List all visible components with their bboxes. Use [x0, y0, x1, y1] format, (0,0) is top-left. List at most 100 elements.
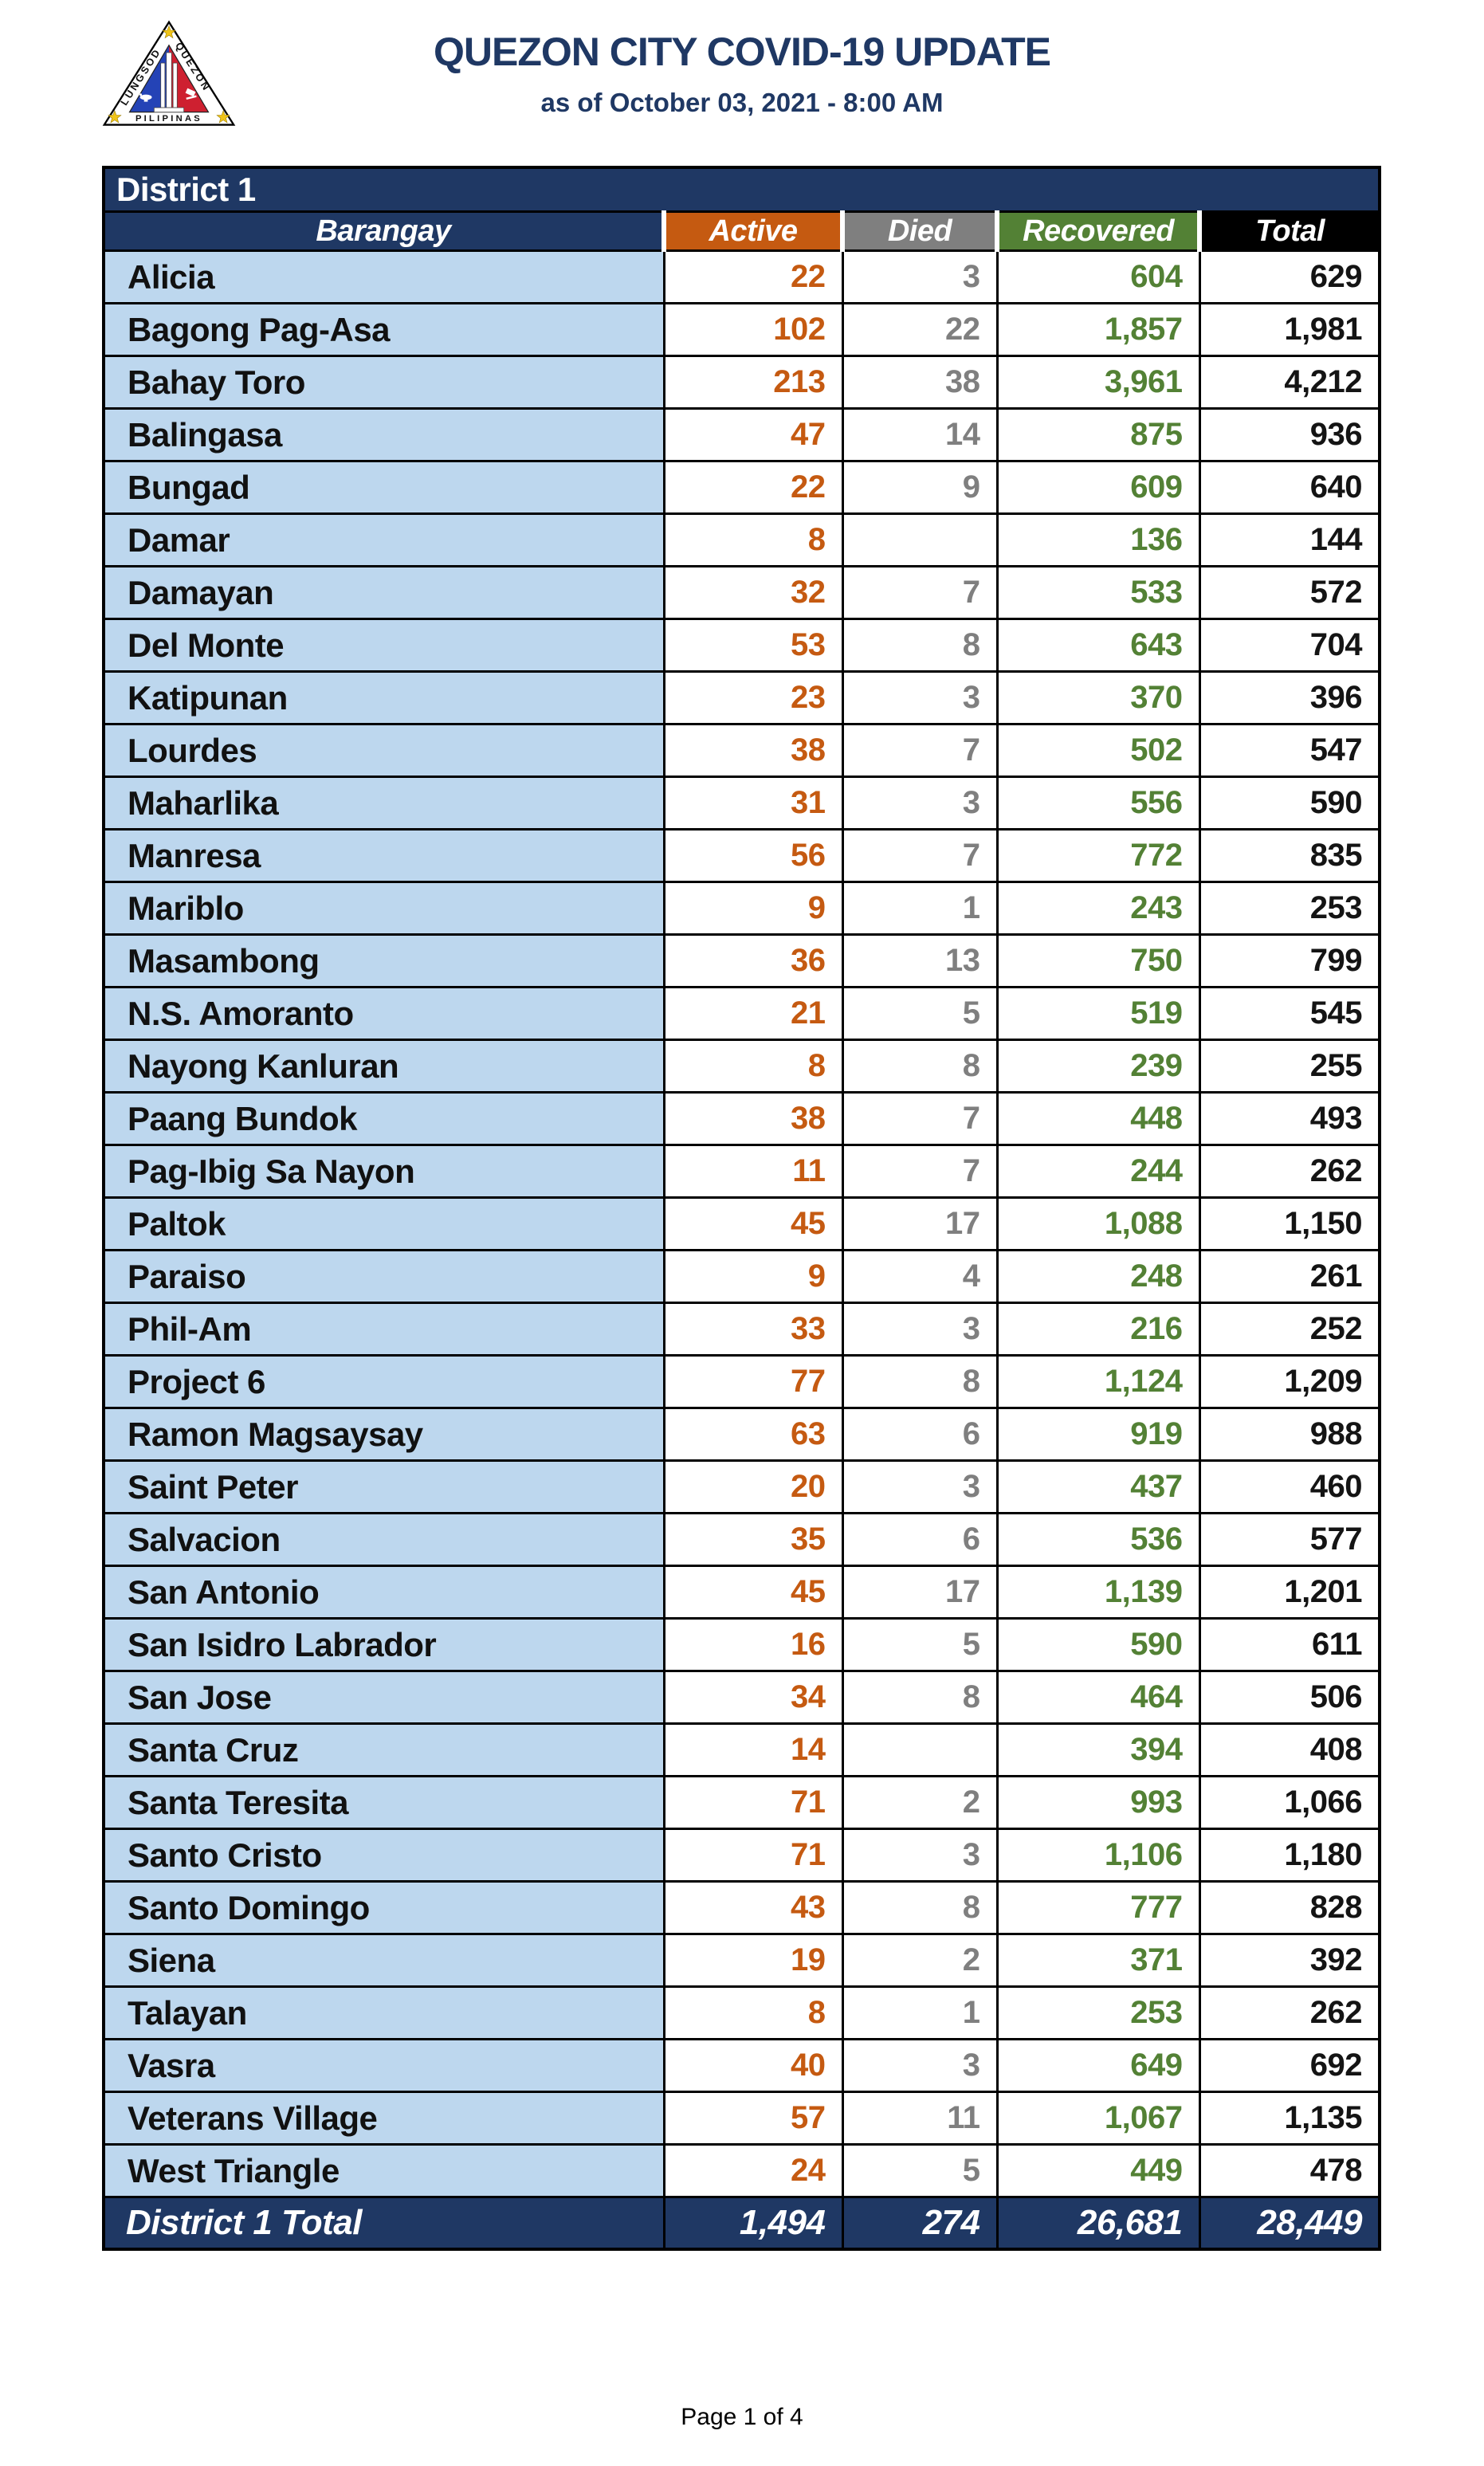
recovered-count-cell: 1,106	[995, 1828, 1201, 1883]
total-count-cell: 611	[1198, 1617, 1381, 1672]
total-count-cell: 262	[1198, 1144, 1381, 1199]
table-row: San Antonio 45 17 1,139 1,201	[102, 1565, 1381, 1620]
total-count-cell: 577	[1198, 1512, 1381, 1567]
died-count-cell: 17	[841, 1565, 999, 1620]
total-count-cell: 936	[1198, 407, 1381, 462]
died-count-cell: 8	[841, 1039, 999, 1094]
barangay-name-cell: Project 6	[102, 1354, 665, 1409]
died-count-cell: 3	[841, 249, 999, 304]
active-count-cell: 45	[662, 1196, 844, 1251]
total-count-cell: 493	[1198, 1091, 1381, 1146]
barangay-name-cell: Damar	[102, 512, 665, 567]
barangay-name-cell: Bungad	[102, 460, 665, 515]
total-count-cell: 799	[1198, 933, 1381, 988]
recovered-count-cell: 394	[995, 1722, 1201, 1777]
died-count-cell: 22	[841, 302, 999, 357]
active-count-cell: 9	[662, 1249, 844, 1304]
barangay-name-cell: N.S. Amoranto	[102, 986, 665, 1041]
recovered-count-cell: 239	[995, 1039, 1201, 1094]
barangay-name-cell: Nayong Kanluran	[102, 1039, 665, 1094]
total-count-cell: 828	[1198, 1880, 1381, 1935]
table-row: Santo Domingo 43 8 777 828	[102, 1880, 1381, 1935]
active-count-cell: 8	[662, 512, 844, 567]
active-count-cell: 45	[662, 1565, 844, 1620]
died-count-cell: 3	[841, 1828, 999, 1883]
died-count-cell: 11	[841, 2091, 999, 2146]
recovered-count-cell: 253	[995, 1985, 1201, 2040]
seal-stars	[108, 25, 230, 124]
quezon-city-seal-logo: LUNGSOD QUEZON PILIPINAS	[102, 20, 236, 126]
table-row: Ramon Magsaysay 63 6 919 988	[102, 1407, 1381, 1462]
recovered-count-cell: 536	[995, 1512, 1201, 1567]
total-count-cell: 640	[1198, 460, 1381, 515]
table-row: Lourdes 38 7 502 547	[102, 723, 1381, 778]
table-row: Salvacion 35 6 536 577	[102, 1512, 1381, 1567]
total-count-cell: 590	[1198, 776, 1381, 831]
active-count-cell: 38	[662, 1091, 844, 1146]
active-count-cell: 40	[662, 2038, 844, 2093]
total-count-cell: 1,150	[1198, 1196, 1381, 1251]
column-header-active: Active	[662, 210, 842, 252]
died-count-cell	[841, 1722, 999, 1777]
table-row: Del Monte 53 8 643 704	[102, 618, 1381, 673]
table-row: San Jose 34 8 464 506	[102, 1670, 1381, 1725]
active-count-cell: 33	[662, 1302, 844, 1357]
table-row: Damar 8 136 144	[102, 512, 1381, 567]
table-row: Masambong 36 13 750 799	[102, 933, 1381, 988]
active-count-cell: 35	[662, 1512, 844, 1567]
recovered-count-cell: 1,857	[995, 302, 1201, 357]
total-count-cell: 1,135	[1198, 2091, 1381, 2146]
recovered-count-cell: 464	[995, 1670, 1201, 1725]
died-count-cell: 38	[841, 355, 999, 410]
total-count-cell: 4,212	[1198, 355, 1381, 410]
table-row: Project 6 77 8 1,124 1,209	[102, 1354, 1381, 1409]
barangay-name-cell: Alicia	[102, 249, 665, 304]
recovered-count-cell: 1,124	[995, 1354, 1201, 1409]
active-count-cell: 34	[662, 1670, 844, 1725]
total-row-recovered: 26,681	[995, 2196, 1201, 2251]
seal-blue-half	[129, 45, 169, 112]
died-count-cell	[841, 512, 999, 567]
died-count-cell: 3	[841, 2038, 999, 2093]
recovered-count-cell: 919	[995, 1407, 1201, 1462]
total-count-cell: 572	[1198, 565, 1381, 620]
died-count-cell: 7	[841, 1091, 999, 1146]
active-count-cell: 63	[662, 1407, 844, 1462]
barangay-name-cell: Maharlika	[102, 776, 665, 831]
active-count-cell: 11	[662, 1144, 844, 1199]
table-row: Pag-Ibig Sa Nayon 11 7 244 262	[102, 1144, 1381, 1199]
died-count-cell: 17	[841, 1196, 999, 1251]
died-count-cell: 3	[841, 1459, 999, 1514]
active-count-cell: 20	[662, 1459, 844, 1514]
table-row: Balingasa 47 14 875 936	[102, 407, 1381, 462]
barangay-name-cell: Vasra	[102, 2038, 665, 2093]
active-count-cell: 22	[662, 249, 844, 304]
seal-text-pilipinas: PILIPINAS	[135, 114, 202, 124]
page-number: Page 1 of 4	[681, 2404, 803, 2430]
barangay-name-cell: Ramon Magsaysay	[102, 1407, 665, 1462]
died-count-cell: 4	[841, 1249, 999, 1304]
barangay-name-cell: Pag-Ibig Sa Nayon	[102, 1144, 665, 1199]
total-row-active: 1,494	[662, 2196, 844, 2251]
recovered-count-cell: 448	[995, 1091, 1201, 1146]
barangay-name-cell: Siena	[102, 1933, 665, 1988]
total-count-cell: 1,201	[1198, 1565, 1381, 1620]
active-count-cell: 8	[662, 1985, 844, 2040]
table-row: Paltok 45 17 1,088 1,150	[102, 1196, 1381, 1251]
barangay-name-cell: Paltok	[102, 1196, 665, 1251]
covid-table-container: District 1 Barangay Active Died Recovere…	[102, 166, 1381, 2251]
active-count-cell: 47	[662, 407, 844, 462]
died-count-cell: 14	[841, 407, 999, 462]
column-header-recovered: Recovered	[995, 210, 1199, 252]
total-count-cell: 262	[1198, 1985, 1381, 2040]
total-count-cell: 1,209	[1198, 1354, 1381, 1409]
active-count-cell: 23	[662, 670, 844, 725]
died-count-cell: 3	[841, 1302, 999, 1357]
column-header-died: Died	[840, 210, 997, 252]
district-header-row: District 1	[102, 166, 1381, 213]
table-row: Nayong Kanluran 8 8 239 255	[102, 1039, 1381, 1094]
barangay-name-cell: Paang Bundok	[102, 1091, 665, 1146]
table-row: West Triangle 24 5 449 478	[102, 2143, 1381, 2198]
total-count-cell: 408	[1198, 1722, 1381, 1777]
total-count-cell: 261	[1198, 1249, 1381, 1304]
